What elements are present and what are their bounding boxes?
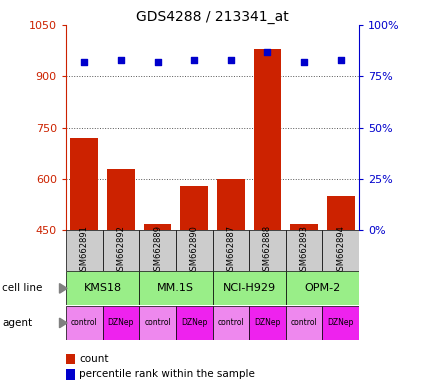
Text: GSM662891: GSM662891 — [80, 225, 89, 276]
Text: control: control — [71, 318, 98, 328]
Bar — [139, 271, 212, 305]
Text: control: control — [144, 318, 171, 328]
Bar — [249, 230, 286, 271]
Bar — [176, 230, 212, 271]
Point — [154, 59, 161, 65]
Text: GSM662888: GSM662888 — [263, 225, 272, 276]
Text: KMS18: KMS18 — [83, 283, 122, 293]
Point — [337, 57, 344, 63]
Text: DZNep: DZNep — [108, 318, 134, 328]
Text: DZNep: DZNep — [328, 318, 354, 328]
Point — [117, 57, 124, 63]
Point — [301, 59, 308, 65]
Point — [191, 57, 198, 63]
Bar — [327, 196, 354, 384]
Text: NCI-H929: NCI-H929 — [223, 283, 276, 293]
Bar — [181, 186, 208, 384]
Bar — [286, 271, 359, 305]
Bar — [107, 169, 135, 384]
Text: MM.1S: MM.1S — [157, 283, 194, 293]
Text: GDS4288 / 213341_at: GDS4288 / 213341_at — [136, 10, 289, 23]
Bar — [66, 271, 139, 305]
Bar — [66, 354, 75, 364]
Text: GSM662887: GSM662887 — [227, 225, 235, 276]
Bar — [102, 230, 139, 271]
Bar — [66, 369, 75, 380]
Polygon shape — [60, 318, 67, 328]
Bar — [286, 230, 323, 271]
Bar — [217, 179, 244, 384]
Text: DZNep: DZNep — [254, 318, 280, 328]
Text: agent: agent — [2, 318, 32, 328]
Bar — [139, 306, 176, 340]
Point — [264, 49, 271, 55]
Bar — [249, 306, 286, 340]
Bar — [212, 230, 249, 271]
Bar — [290, 223, 318, 384]
Text: GSM662892: GSM662892 — [116, 225, 125, 276]
Text: GSM662894: GSM662894 — [336, 225, 345, 276]
Text: count: count — [79, 354, 109, 364]
Text: GSM662893: GSM662893 — [300, 225, 309, 276]
Text: GSM662890: GSM662890 — [190, 225, 198, 276]
Text: OPM-2: OPM-2 — [304, 283, 340, 293]
Bar — [66, 306, 102, 340]
Bar — [212, 271, 286, 305]
Text: DZNep: DZNep — [181, 318, 207, 328]
Bar — [176, 306, 212, 340]
Polygon shape — [60, 283, 67, 293]
Bar — [254, 49, 281, 384]
Bar — [66, 230, 102, 271]
Point — [227, 57, 234, 63]
Bar — [144, 223, 171, 384]
Bar — [323, 306, 359, 340]
Bar — [286, 306, 323, 340]
Point — [81, 59, 88, 65]
Text: control: control — [291, 318, 317, 328]
Text: cell line: cell line — [2, 283, 42, 293]
Bar — [71, 138, 98, 384]
Text: control: control — [218, 318, 244, 328]
Bar — [102, 306, 139, 340]
Text: percentile rank within the sample: percentile rank within the sample — [79, 369, 255, 379]
Text: GSM662889: GSM662889 — [153, 225, 162, 276]
Bar — [323, 230, 359, 271]
Bar — [139, 230, 176, 271]
Bar — [212, 306, 249, 340]
